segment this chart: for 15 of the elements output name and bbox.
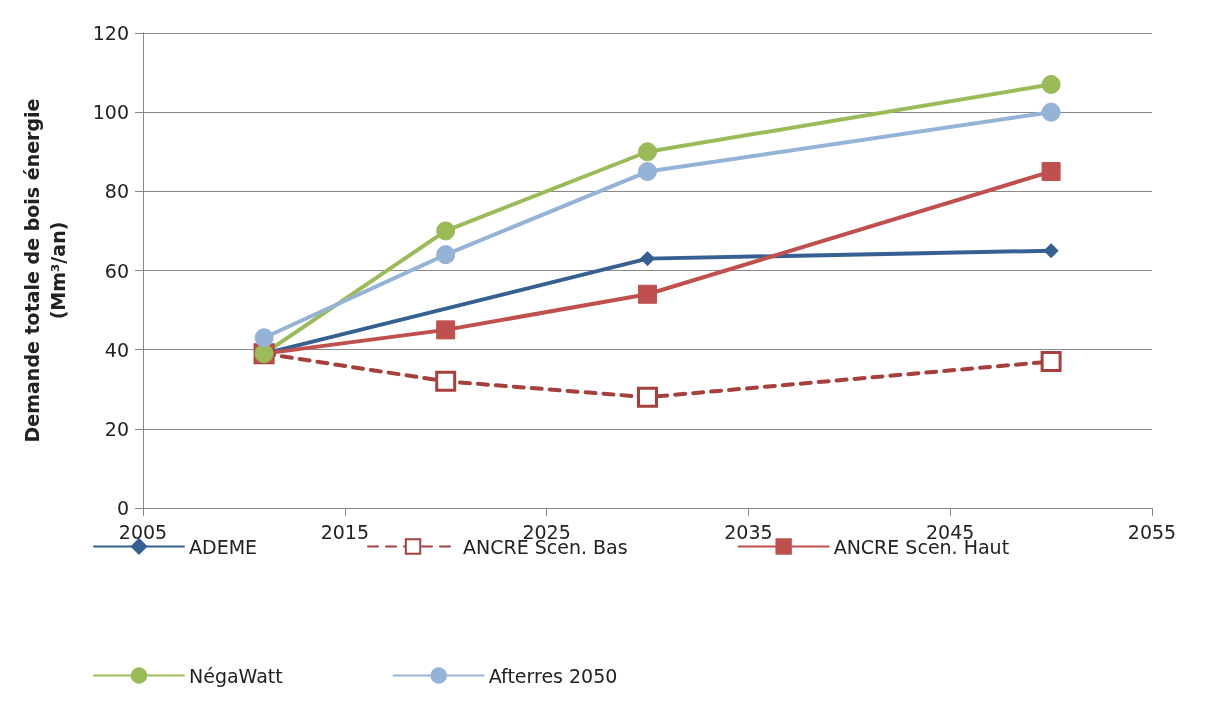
y-tick-label: 120 — [92, 22, 129, 44]
y-tick-label: 40 — [104, 338, 129, 361]
y-tick-label: 0 — [116, 497, 129, 519]
legend-label: NégaWatt — [189, 664, 283, 687]
y-tick-label: 100 — [92, 101, 129, 124]
y-tick-label: 20 — [104, 417, 129, 440]
x-tick-label: 2035 — [724, 520, 773, 543]
legend-label: ADEME — [189, 535, 258, 558]
x-tick-label: 2005 — [118, 520, 168, 543]
legend-label: Afterres 2050 — [488, 664, 618, 687]
y-axis-title: Demande totale de bois énergie (Mm³/an) — [21, 98, 69, 443]
x-tick-label: 2055 — [1127, 520, 1177, 543]
y-tick-label: 60 — [104, 259, 129, 282]
y-tick-label: 80 — [104, 180, 129, 203]
x-tick-label: 2015 — [320, 520, 369, 543]
